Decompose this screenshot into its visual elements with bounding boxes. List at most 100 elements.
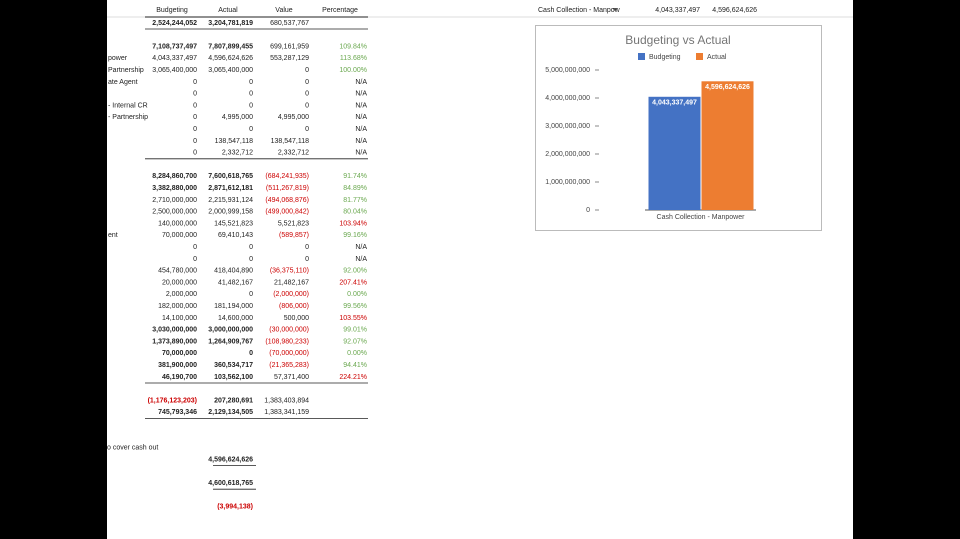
note-value: 4,600,618,765 [208,480,253,487]
legend-swatch [638,53,645,60]
cell: 0 [249,91,253,98]
cell: 0 [193,138,197,145]
cell: 69,410,143 [218,232,253,239]
cell: 0 [193,91,197,98]
cell: 2,332,712 [222,150,253,157]
cell: 103,562,100 [214,374,253,381]
y-tick-label: 4,000,000,000 [545,95,590,102]
cell: 1,383,341,159 [264,409,309,416]
cell: 113.68% [340,55,367,62]
bar-value-label: 4,043,337,497 [652,100,697,107]
bar [648,96,701,210]
cell: 0 [249,126,253,133]
cell: 14,600,000 [218,315,253,322]
row-label: ate Agent [108,79,138,86]
cell: 4,995,000 [222,114,253,121]
dropdown-arrow[interactable] [612,8,618,11]
cell: (511,267,819) [266,185,309,192]
legend-label: Budgeting [649,54,681,61]
cell: N/A [355,244,367,251]
cell: 0 [193,79,197,86]
cell: 182,000,000 [158,303,197,310]
cell: 92.00% [343,268,367,275]
cell: N/A [355,256,367,263]
cell: 103.94% [339,220,367,227]
cell: 8,284,860,700 [152,173,197,180]
cell: 2,332,712 [278,150,309,157]
chart-title: Budgeting vs Actual [625,33,730,47]
y-tick-label: 2,000,000,000 [545,151,590,158]
cell: 2,000,000 [166,291,197,298]
cell: 0 [193,114,197,121]
cell: (2,000,000) [273,291,309,298]
cell: 3,382,880,000 [152,185,197,192]
cell: 0 [305,126,309,133]
cell: 140,000,000 [158,220,197,227]
bar [701,81,754,210]
cell: 0 [249,350,253,357]
cell: 3,000,000,000 [208,327,253,334]
cell: 4,596,624,626 [208,55,253,62]
legend-swatch [696,53,703,60]
y-tick-label: 1,000,000,000 [545,179,590,186]
cell: 138,547,118 [271,138,310,145]
cell: 0 [193,150,197,157]
cell: 4,043,337,497 [152,55,197,62]
cell: (108,980,233) [265,338,309,345]
cell: 99.01% [343,327,367,334]
cell: 7,108,737,497 [152,43,197,50]
cell: (684,241,935) [265,173,309,180]
cell: N/A [355,150,367,157]
filter[interactable]: Cash Collection - Manpow [538,7,621,14]
cell: 0 [193,126,197,133]
note-value: 4,596,624,626 [208,456,253,463]
cell: N/A [355,126,367,133]
cell: 0 [249,291,253,298]
cell: 2,524,244,052 [152,20,197,27]
note-value: (3,994,138) [217,504,253,511]
cell: 20,000,000 [162,279,197,286]
cell: 14,100,000 [162,315,197,322]
row-label: ent [108,232,118,239]
cell: 109.84% [339,43,367,50]
row-label: - Partnership [108,114,148,121]
cell: 0 [305,79,309,86]
note-label: o cover cash out [107,445,158,452]
cell: (1,176,123,203) [148,397,197,404]
cell: 381,900,000 [158,362,197,369]
bar-value-label: 4,596,624,626 [705,84,750,91]
cell: 0 [249,244,253,251]
cell: 7,600,618,765 [208,173,253,180]
cell: 3,065,400,000 [208,67,253,74]
summary-value: 4,043,337,497 [655,7,700,14]
cell: N/A [355,102,367,109]
cell: 500,000 [284,315,309,322]
cell: 70,000,000 [162,232,197,239]
cell: 0.00% [347,350,367,357]
cell: 699,161,959 [270,43,309,50]
cell: (494,068,876) [265,197,309,204]
cell: 103.55% [339,315,367,322]
row-label: power [108,55,128,62]
cell: 99.56% [343,303,367,310]
cell: 70,000,000 [162,350,197,357]
cell: 100.00% [339,67,367,74]
cell: (36,375,110) [270,268,309,275]
cell: N/A [355,79,367,86]
cell: 0 [249,102,253,109]
cell: 418,404,890 [214,268,253,275]
cell: (806,000) [279,303,309,310]
cell: (499,000,842) [265,209,309,216]
cell: 5,521,823 [278,220,309,227]
cell: 2,500,000,000 [152,209,197,216]
cell: 224.21% [339,374,367,381]
cell: 0 [193,102,197,109]
summary-value: 4,596,624,626 [712,7,757,14]
cell: 2,129,134,505 [208,409,253,416]
cell: (589,857) [279,232,309,239]
column-header: Percentage [322,7,358,14]
cell: 1,373,890,000 [152,338,197,345]
cell: 2,710,000,000 [152,197,197,204]
cell: 181,194,000 [214,303,253,310]
